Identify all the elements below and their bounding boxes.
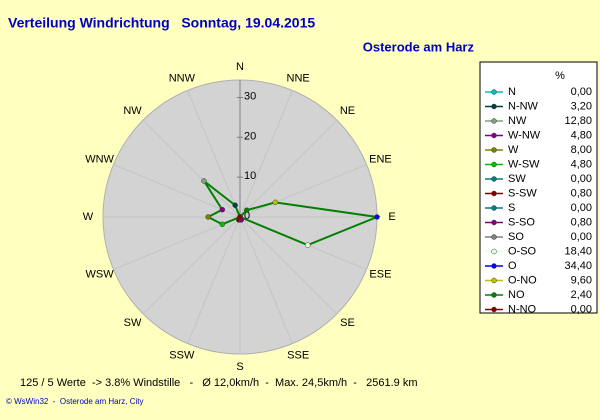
spoke — [239, 90, 293, 218]
legend-marker — [491, 103, 497, 110]
legend-value: 9,60 — [571, 274, 592, 286]
legend-value: 0,00 — [571, 231, 592, 243]
legend-value: 4,80 — [571, 129, 592, 141]
wind-marker — [244, 207, 250, 213]
legend-marker — [491, 292, 497, 298]
legend-marker — [491, 263, 497, 269]
legend-title: % — [555, 70, 565, 82]
legend-label: S-SO — [508, 216, 535, 228]
legend-marker — [491, 277, 497, 284]
wind-marker — [232, 202, 238, 208]
stats-text: 125 / 5 Werte -> 3.8% Windstille - Ø 12,… — [20, 377, 417, 389]
spoke — [142, 216, 241, 315]
spoke — [239, 216, 338, 315]
r-tick-label: 0 — [244, 210, 250, 222]
legend-label: NW — [508, 115, 527, 127]
spoke — [113, 164, 241, 218]
legend-value: 0,00 — [571, 173, 592, 185]
r-tick-label: 10 — [244, 170, 256, 182]
legend-label: W — [508, 144, 519, 156]
compass-label: NNE — [287, 72, 310, 84]
wind-marker — [374, 214, 380, 220]
wind-marker — [201, 178, 207, 184]
legend-label: S — [508, 202, 515, 214]
wind-marker — [219, 206, 226, 213]
compass-label: SW — [124, 317, 142, 329]
r-tick-label: 20 — [244, 130, 256, 142]
compass-label: WNW — [85, 154, 114, 166]
legend-marker — [491, 176, 497, 182]
wind-marker — [237, 214, 243, 220]
spoke — [142, 119, 241, 218]
compass-label: NE — [340, 105, 355, 117]
wind-marker — [205, 214, 211, 220]
legend-value: 0,00 — [571, 303, 592, 315]
legend-marker — [491, 219, 497, 226]
spoke — [187, 216, 241, 344]
legend-marker — [491, 89, 497, 95]
compass-label: E — [388, 211, 395, 223]
legend-marker — [491, 118, 497, 124]
spoke — [239, 216, 293, 344]
legend-value: 8,00 — [571, 144, 592, 156]
legend-value: 2,40 — [571, 289, 592, 301]
legend-value: 34,40 — [564, 260, 592, 272]
legend-label: NO — [508, 289, 525, 301]
legend-value: 0,00 — [571, 202, 592, 214]
legend-value: 12,80 — [564, 115, 592, 127]
compass-label: WSW — [86, 268, 115, 280]
spoke — [113, 216, 241, 270]
legend-marker — [491, 306, 497, 313]
legend-value: 0,80 — [571, 187, 592, 199]
legend-label: SO — [508, 231, 524, 243]
legend-label: O-SO — [508, 245, 537, 257]
legend-label: O — [508, 260, 517, 272]
legend-marker — [491, 132, 497, 139]
legend-value: 18,40 — [564, 245, 592, 257]
wind-marker — [304, 242, 311, 248]
spoke — [187, 90, 241, 218]
legend-marker — [491, 205, 497, 211]
chart-title: Verteilung Windrichtung Sonntag, 19.04.2… — [8, 15, 315, 31]
spoke — [239, 119, 338, 218]
compass-label: SSW — [169, 349, 195, 361]
legend-value: 4,80 — [571, 158, 592, 170]
compass-label: W — [83, 211, 94, 223]
legend-label: N — [508, 86, 516, 98]
compass-label: SE — [340, 317, 355, 329]
compass-label: N — [236, 61, 244, 73]
legend-label: SW — [508, 173, 526, 185]
legend-marker — [491, 147, 497, 153]
legend-marker — [491, 190, 497, 197]
legend-label: W-SW — [508, 158, 540, 170]
legend-label: N-NO — [508, 303, 537, 315]
compass-label: NW — [123, 105, 142, 117]
wind-marker — [272, 199, 279, 206]
legend-label: S-SW — [508, 187, 537, 199]
legend-marker — [491, 161, 497, 168]
copyright: © WsWin32 - Osterode am Harz, City — [6, 397, 143, 406]
legend-marker — [491, 234, 497, 240]
compass-label: S — [236, 361, 243, 373]
compass-label: NNW — [169, 72, 196, 84]
compass-label: ENE — [369, 154, 392, 166]
legend-value: 0,00 — [571, 86, 592, 98]
legend-value: 0,80 — [571, 216, 592, 228]
legend-box — [479, 61, 598, 314]
r-tick-label: 30 — [244, 90, 256, 102]
wind-marker — [219, 221, 226, 228]
spoke — [239, 164, 367, 218]
legend-marker — [491, 248, 497, 255]
chart-subtitle: Osterode am Harz — [363, 39, 475, 54]
compass-label: SSE — [287, 349, 309, 361]
legend-label: O-NO — [508, 274, 537, 286]
legend-label: N-NW — [508, 100, 539, 112]
legend-label: W-NW — [508, 129, 541, 141]
legend-value: 3,20 — [571, 100, 592, 112]
compass-label: ESE — [369, 268, 391, 280]
